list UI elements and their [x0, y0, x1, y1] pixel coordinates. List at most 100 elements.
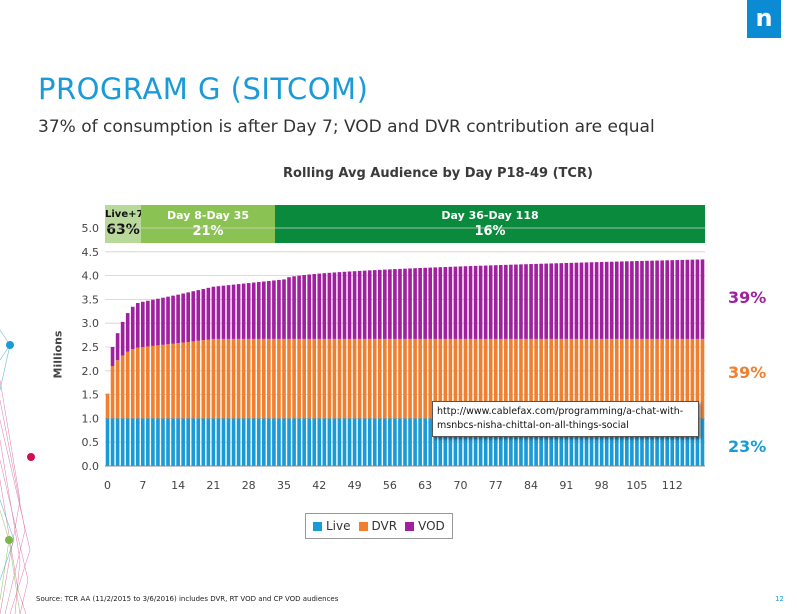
- bar-vod: [660, 260, 664, 339]
- deco-dot-red: [27, 453, 35, 461]
- bar-dvr: [619, 338, 624, 419]
- bar-dvr: [342, 338, 347, 419]
- bar-vod: [675, 260, 680, 339]
- bar-live: [544, 418, 548, 466]
- bar-vod: [700, 259, 705, 339]
- bar-dvr: [670, 338, 675, 419]
- bar-dvr: [630, 338, 634, 419]
- bar-vod: [251, 282, 256, 339]
- bar-vod: [307, 274, 312, 339]
- bar-live: [509, 418, 513, 466]
- bar-vod: [408, 268, 412, 339]
- y-tick-label: 2.0: [82, 365, 100, 378]
- bar-dvr: [125, 351, 130, 419]
- bar-dvr: [463, 338, 468, 419]
- bar-live: [604, 418, 609, 466]
- bar-dvr: [690, 338, 695, 419]
- bar-dvr: [292, 338, 296, 419]
- bar-dvr: [544, 338, 548, 419]
- bar-live: [488, 418, 493, 466]
- bar-dvr: [262, 338, 266, 419]
- bar-vod: [564, 262, 569, 339]
- bar-dvr: [504, 338, 508, 419]
- bar-live: [277, 418, 281, 466]
- bar-live: [448, 418, 453, 466]
- nielsen-logo: n: [747, 0, 781, 38]
- bar-vod: [695, 259, 700, 339]
- y-tick-label: 0.5: [82, 436, 100, 449]
- bar-dvr: [478, 338, 483, 419]
- bar-dvr: [549, 338, 554, 419]
- bar-vod: [443, 266, 448, 339]
- live-share-label: 23%: [728, 437, 767, 456]
- bar-vod: [398, 268, 402, 339]
- bar-dvr: [176, 343, 180, 419]
- y-tick-label: 4.5: [82, 246, 100, 259]
- bar-vod: [287, 277, 291, 339]
- bar-dvr: [236, 338, 241, 419]
- bar-vod: [534, 263, 538, 339]
- bar-vod: [231, 284, 236, 339]
- bar-dvr: [146, 346, 150, 419]
- bar-live: [317, 418, 322, 466]
- bar-vod: [665, 260, 669, 339]
- bar-dvr: [625, 338, 629, 419]
- bar-dvr: [388, 338, 392, 419]
- bar-dvr: [377, 338, 382, 419]
- bar-dvr: [655, 338, 659, 419]
- bar-vod: [196, 290, 201, 341]
- bar-live: [347, 418, 352, 466]
- bar-live: [236, 418, 241, 466]
- bar-vod: [206, 287, 211, 340]
- bar-dvr: [151, 345, 155, 419]
- x-tick-label: 98: [595, 479, 609, 492]
- bar-vod: [630, 261, 634, 339]
- bar-dvr: [322, 338, 327, 419]
- legend-item-vod: VOD: [405, 519, 445, 533]
- bar-dvr: [110, 366, 115, 419]
- bar-dvr: [317, 338, 322, 419]
- bar-vod: [680, 259, 685, 339]
- bar-dvr: [166, 344, 170, 419]
- bar-dvr: [564, 338, 569, 419]
- bar-vod: [262, 281, 266, 339]
- chart-legend: Live DVR VOD: [305, 513, 453, 539]
- band-label: Day 8-Day 35: [167, 209, 249, 222]
- bar-live: [660, 418, 664, 466]
- bar-vod: [176, 294, 180, 344]
- bar-live: [171, 418, 175, 466]
- bar-vod: [509, 264, 513, 339]
- bar-live: [398, 418, 402, 466]
- bar-live: [559, 418, 564, 466]
- decorative-network-graphic: [0, 329, 35, 614]
- bar-dvr: [161, 344, 165, 419]
- bar-live: [196, 418, 201, 466]
- bar-dvr: [468, 338, 473, 419]
- bar-vod: [670, 260, 675, 339]
- x-tick-label: 63: [418, 479, 432, 492]
- bar-vod: [549, 263, 554, 339]
- slide-title: PROGRAM G (SITCOM): [38, 72, 369, 106]
- bar-live: [685, 418, 690, 466]
- deco-dot-blue: [6, 341, 14, 349]
- bar-dvr: [509, 338, 513, 419]
- bar-live: [403, 418, 407, 466]
- bar-dvr: [695, 338, 700, 419]
- bar-vod: [151, 299, 155, 346]
- bar-live: [211, 418, 216, 466]
- bar-live: [413, 418, 417, 466]
- bar-vod: [388, 269, 392, 339]
- bar-vod: [337, 272, 342, 339]
- legend-label: DVR: [371, 519, 398, 533]
- bar-dvr: [156, 345, 160, 419]
- bar-vod: [458, 266, 463, 339]
- bar-dvr: [312, 338, 317, 419]
- bar-dvr: [559, 338, 564, 419]
- bar-vod: [463, 266, 468, 339]
- bar-dvr: [660, 338, 664, 419]
- bar-dvr: [357, 338, 362, 419]
- bar-vod: [478, 265, 483, 339]
- url-annotation[interactable]: http://www.cablefax.com/programming/a-ch…: [432, 401, 699, 437]
- bar-vod: [584, 262, 589, 339]
- bar-live: [579, 418, 584, 466]
